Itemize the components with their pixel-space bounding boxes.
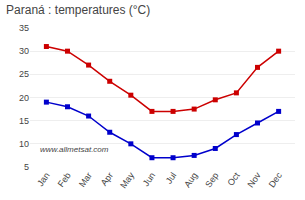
svg-text:Apr: Apr: [99, 170, 115, 187]
svg-text:www.allmetsat.com: www.allmetsat.com: [40, 145, 109, 154]
svg-text:Mar: Mar: [77, 170, 94, 188]
svg-text:Jan: Jan: [35, 170, 52, 188]
svg-text:15: 15: [19, 116, 29, 126]
svg-text:Aug: Aug: [182, 170, 199, 189]
svg-text:Jun: Jun: [141, 170, 158, 188]
svg-text:Paraná : temperatures (°C): Paraná : temperatures (°C): [6, 3, 150, 17]
svg-text:20: 20: [19, 93, 29, 103]
svg-text:35: 35: [19, 23, 29, 33]
svg-text:5: 5: [24, 162, 29, 172]
svg-text:Dec: Dec: [267, 170, 285, 189]
svg-text:Nov: Nov: [245, 170, 263, 189]
svg-text:Jul: Jul: [164, 170, 179, 185]
svg-text:Oct: Oct: [225, 170, 242, 188]
svg-text:30: 30: [19, 46, 29, 56]
svg-text:May: May: [118, 170, 136, 190]
svg-text:Sep: Sep: [203, 170, 220, 189]
svg-text:Feb: Feb: [56, 170, 73, 188]
svg-text:25: 25: [19, 69, 29, 79]
svg-text:10: 10: [19, 139, 29, 149]
